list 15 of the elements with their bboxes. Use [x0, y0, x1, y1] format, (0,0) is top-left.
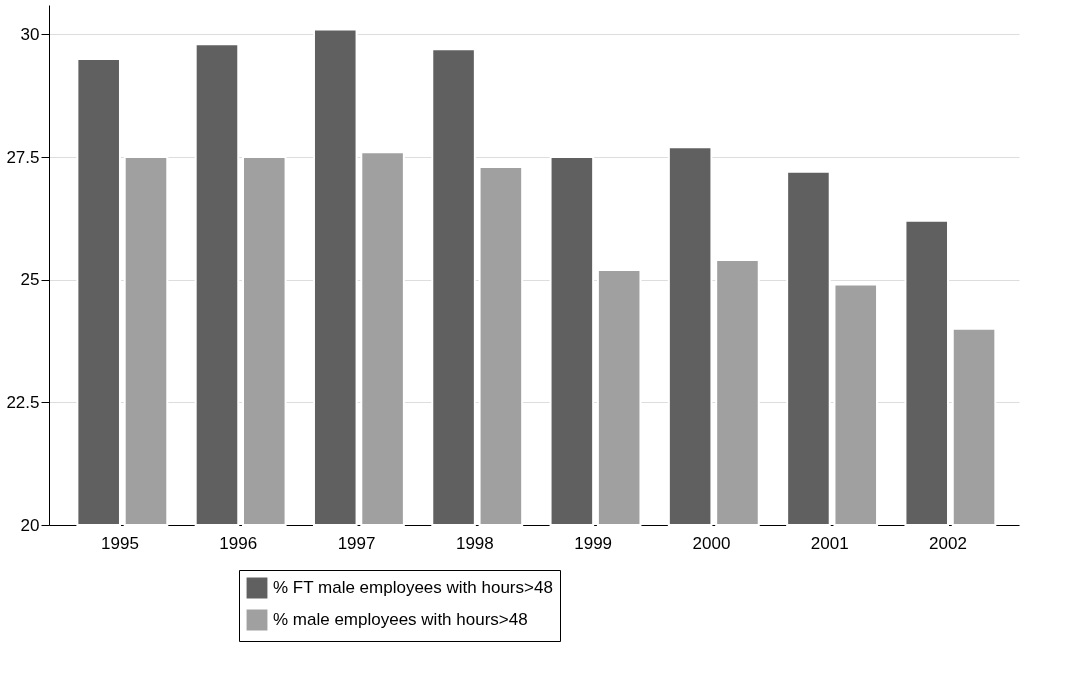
x-tick-label: 1996 [219, 533, 258, 553]
x-tick-label: 1999 [574, 533, 613, 553]
x-tick-label: 1995 [101, 533, 139, 553]
y-tick-label: 20 [20, 515, 40, 535]
x-tick-label: 2001 [810, 533, 849, 553]
y-tick-label: 30 [20, 24, 40, 44]
y-tick-label: 22.5 [6, 392, 40, 412]
x-tick-label: 1997 [337, 533, 376, 553]
y-tick-label: 25 [20, 270, 40, 290]
legend-label: % FT male employees with hours>48 [273, 578, 553, 597]
x-tick-label: 2000 [692, 533, 731, 553]
x-tick-label: 2002 [929, 533, 967, 553]
legend-label: % male employees with hours>48 [273, 610, 528, 629]
x-tick-label: 1998 [455, 533, 494, 553]
y-tick-label: 27.5 [6, 147, 40, 167]
